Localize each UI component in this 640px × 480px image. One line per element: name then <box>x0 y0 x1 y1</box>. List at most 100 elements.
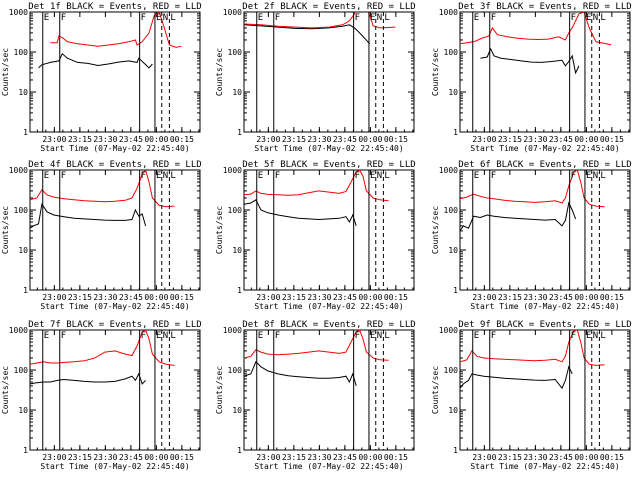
y-tick-label: 1 <box>453 286 458 295</box>
panel-4: Det 4f BLACK = Events, RED = LLD 1 10 100 10… <box>1 160 202 311</box>
x-tick-label: 00:15 <box>170 135 194 144</box>
series-events-line <box>244 24 371 45</box>
x-axis-label: Start Time (07-May-02 22:45:40) <box>254 302 403 311</box>
marker-label: E <box>44 13 49 23</box>
x-tick-label: 23:15 <box>68 135 92 144</box>
x-tick-label: 23:00 <box>256 453 280 462</box>
y-tick-label: 10 <box>232 406 242 415</box>
y-axis-label: Counts/sec <box>1 366 10 414</box>
marker-label: F <box>491 331 496 341</box>
x-axis-label: Start Time (07-May-02 22:45:40) <box>40 144 189 153</box>
marker-label: F <box>275 331 280 341</box>
y-tick-label: 1000 <box>9 326 28 335</box>
marker-label: E <box>474 13 479 23</box>
x-tick-label: 00:15 <box>384 135 408 144</box>
y-tick-label: 10 <box>448 406 458 415</box>
marker-label: F <box>141 171 146 181</box>
x-tick-label: 00:15 <box>384 453 408 462</box>
y-axis-label: Counts/sec <box>215 206 224 254</box>
x-tick-label: 23:00 <box>256 293 280 302</box>
x-tick-label: 00:15 <box>170 453 194 462</box>
x-tick-label: 23:30 <box>307 293 331 302</box>
marker-label: F <box>61 13 66 23</box>
marker-label: N <box>377 331 382 341</box>
marker-label: E <box>370 331 375 341</box>
series-events-line <box>460 365 573 390</box>
y-tick-label: 10 <box>18 406 28 415</box>
panel-title: Det 6f BLACK = Events, RED = LLD <box>458 160 631 170</box>
x-tick-label: 23:45 <box>549 293 573 302</box>
x-axis-label: Start Time (07-May-02 22:45:40) <box>470 302 619 311</box>
marker-label: N <box>593 13 598 23</box>
plot-frame <box>459 329 631 451</box>
x-tick-label: 23:15 <box>282 453 306 462</box>
y-axis-label: Counts/sec <box>215 366 224 414</box>
marker-label: E <box>370 171 375 181</box>
x-tick-label: 23:15 <box>498 453 522 462</box>
marker-label: E <box>586 13 591 23</box>
marker-label: L <box>600 171 605 181</box>
marker-label: F <box>141 331 146 341</box>
marker-label: N <box>377 171 382 181</box>
series-events-line <box>244 199 357 227</box>
x-tick-label: 00:15 <box>600 293 624 302</box>
x-tick-label: 23:30 <box>523 293 547 302</box>
series-lld-line <box>244 330 389 361</box>
series-events-line <box>460 201 577 232</box>
plot-frame <box>243 169 415 291</box>
x-tick-label: 23:45 <box>333 453 357 462</box>
marker-label: E <box>474 331 479 341</box>
series-lld-line <box>30 170 175 208</box>
marker-label: F <box>491 13 496 23</box>
marker-label: F <box>571 13 576 23</box>
y-axis-label: Counts/sec <box>431 48 440 96</box>
x-tick-label: 00:00 <box>358 293 382 302</box>
marker-label: F <box>61 331 66 341</box>
marker-label: L <box>170 171 175 181</box>
y-tick-label: 10 <box>448 88 458 97</box>
panel-3: Det 3f BLACK = Events, RED = LLD 1 10 100 10… <box>431 2 632 153</box>
x-tick-label: 23:45 <box>119 453 143 462</box>
x-tick-label: 23:00 <box>472 135 496 144</box>
marker-label: F <box>61 171 66 181</box>
x-tick-label: 23:30 <box>93 293 117 302</box>
y-tick-label: 100 <box>14 366 29 375</box>
marker-label: E <box>156 331 161 341</box>
y-tick-label: 10 <box>18 246 28 255</box>
y-tick-label: 1 <box>23 446 28 455</box>
x-tick-label: 00:00 <box>144 453 168 462</box>
marker-label: E <box>258 13 263 23</box>
marker-label: L <box>170 13 175 23</box>
x-tick-label: 23:30 <box>93 453 117 462</box>
x-tick-label: 23:00 <box>472 293 496 302</box>
y-axis-label: Counts/sec <box>431 206 440 254</box>
x-tick-label: 23:15 <box>68 453 92 462</box>
marker-label: E <box>586 331 591 341</box>
x-axis-label: Start Time (07-May-02 22:45:40) <box>254 144 403 153</box>
x-axis-label: Start Time (07-May-02 22:45:40) <box>470 144 619 153</box>
x-tick-label: 23:30 <box>307 453 331 462</box>
x-tick-label: 23:45 <box>119 135 143 144</box>
x-tick-label: 00:00 <box>574 293 598 302</box>
y-tick-label: 100 <box>228 48 243 57</box>
y-tick-label: 1000 <box>439 326 458 335</box>
marker-label: F <box>491 171 496 181</box>
plot-frame <box>243 329 415 451</box>
marker-label: F <box>355 13 360 23</box>
marker-label: L <box>600 13 605 23</box>
x-axis-label: Start Time (07-May-02 22:45:40) <box>40 462 189 471</box>
x-axis-label: Start Time (07-May-02 22:45:40) <box>254 462 403 471</box>
y-tick-label: 100 <box>228 206 243 215</box>
marker-label: N <box>163 13 168 23</box>
x-tick-label: 00:00 <box>144 293 168 302</box>
x-tick-label: 00:15 <box>600 453 624 462</box>
series-lld-line <box>244 170 389 202</box>
plot-frame <box>459 11 631 133</box>
series-lld-line <box>50 12 182 48</box>
y-axis-label: Counts/sec <box>215 48 224 96</box>
panel-5: Det 5f BLACK = Events, RED = LLD 1 10 100 10… <box>215 160 416 311</box>
y-axis-label: Counts/sec <box>1 48 10 96</box>
x-tick-label: 23:45 <box>333 293 357 302</box>
plot-frame <box>29 329 201 451</box>
panel-title: Det 8f BLACK = Events, RED = LLD <box>242 320 415 330</box>
